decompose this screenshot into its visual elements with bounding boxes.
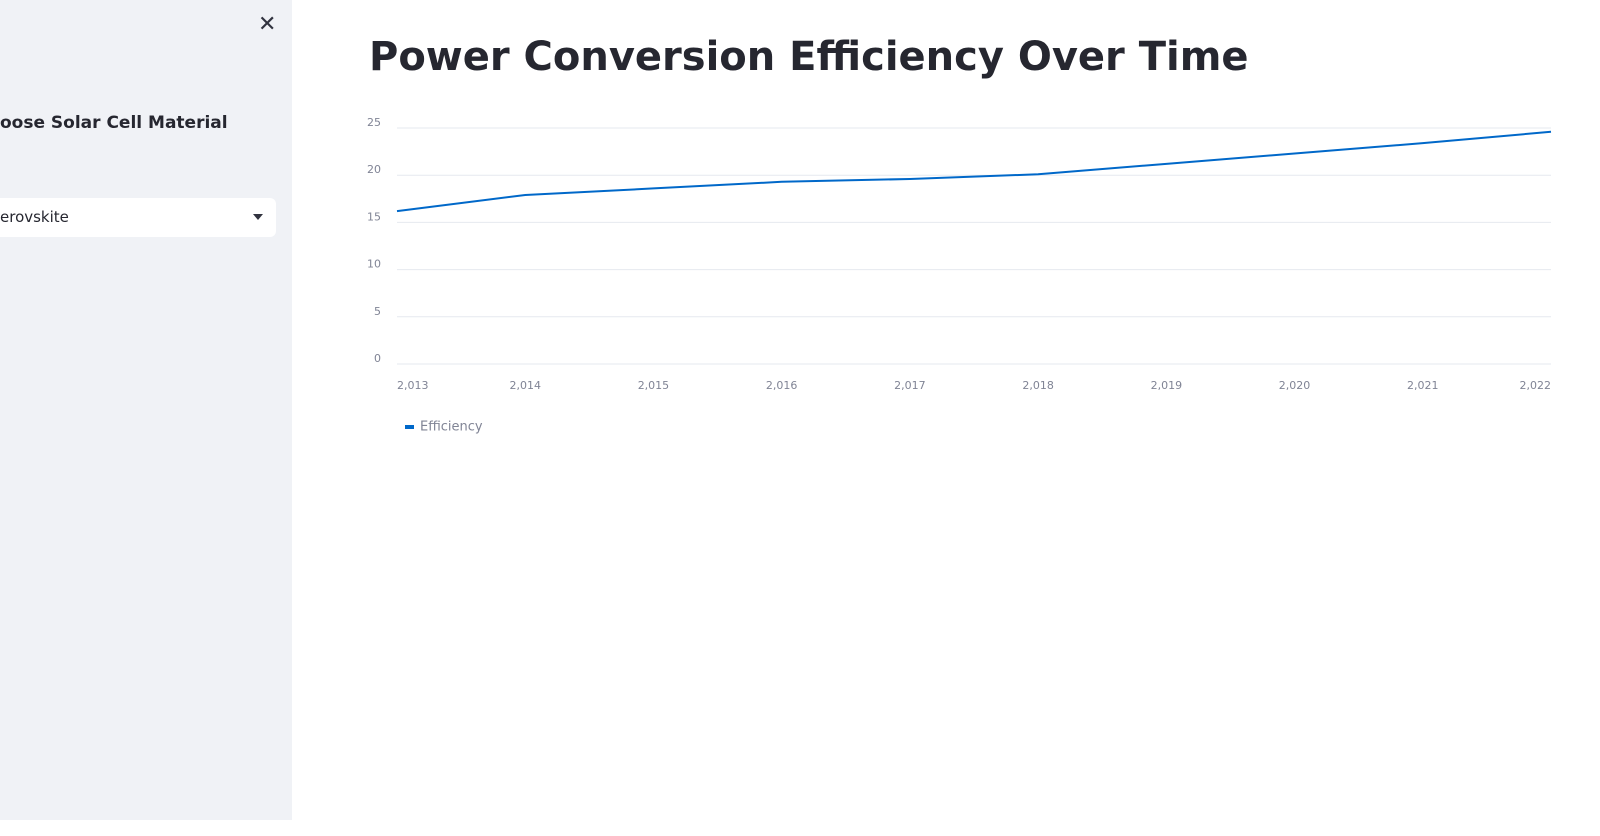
chart: 0 5 10 15 20 25 2,013 2,014 2,015 2,016 2,017 2,018… — [367, 116, 1552, 435]
legend-label: Efficiency — [420, 420, 483, 435]
y-tick-label: 0 — [374, 352, 381, 365]
y-tick-label: 10 — [367, 258, 381, 271]
y-tick-label: 5 — [374, 305, 381, 318]
x-tick-label: 2,013 — [397, 379, 429, 392]
select-label: oose Solar Cell Material — [0, 113, 228, 133]
x-tick-label: 2,016 — [766, 379, 798, 392]
sidebar: ✕ oose Solar Cell Material erovskite — [0, 0, 292, 820]
x-tick-label: 2,015 — [638, 379, 670, 392]
close-button[interactable]: ✕ — [258, 12, 277, 37]
y-tick-label: 20 — [367, 163, 381, 176]
x-tick-label: 2,022 — [1520, 379, 1552, 392]
x-tick-label: 2,017 — [894, 379, 926, 392]
x-tick-label: 2,020 — [1279, 379, 1311, 392]
chart-title: Power Conversion Efficiency Over Time — [369, 34, 1249, 80]
x-tick-label: 2,014 — [509, 379, 541, 392]
select-value: erovskite — [0, 208, 69, 226]
y-tick-label: 25 — [367, 116, 381, 129]
caret — [253, 214, 263, 220]
select-box[interactable]: erovskite — [0, 198, 276, 237]
x-tick-label: 2,021 — [1407, 379, 1439, 392]
legend-swatch — [405, 425, 414, 429]
x-tick-label: 2,018 — [1022, 379, 1054, 392]
y-tick-label: 15 — [367, 210, 381, 223]
line — [396, 130, 1552, 213]
x-tick-label: 2,019 — [1151, 379, 1183, 392]
